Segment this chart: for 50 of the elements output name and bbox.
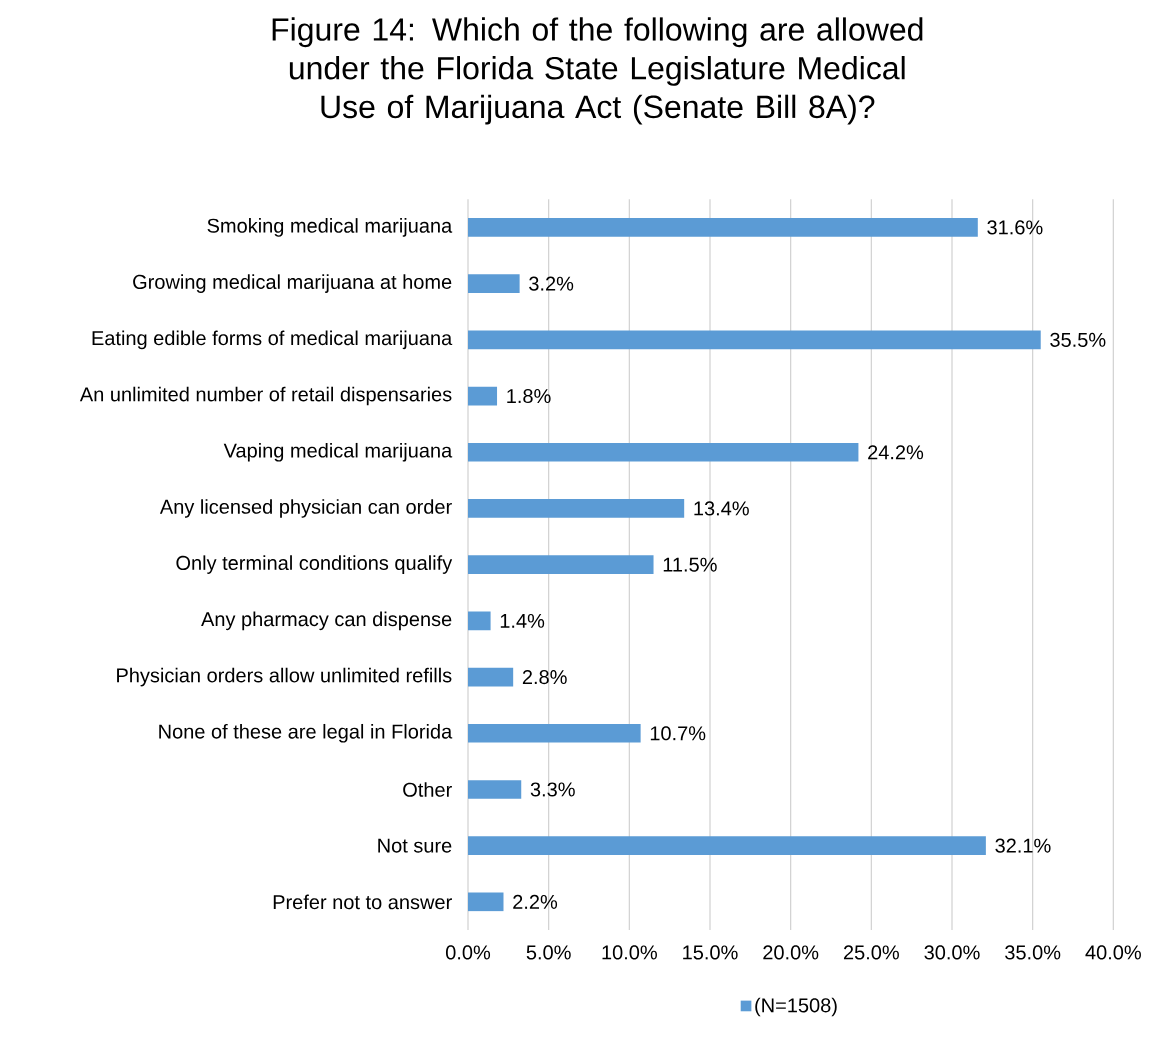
data-label: 2.8% [522,669,567,685]
data-label: 1.4% [500,613,545,628]
bar [468,892,504,912]
data-label: 11.5% [663,557,717,572]
x-tick-label: 0.0% [445,945,491,960]
data-label: 13.4% [694,501,749,516]
bar [468,611,491,631]
x-tick-label: 30.0% [924,945,980,960]
data-label: 35.5% [1050,332,1106,347]
bar [468,274,520,293]
y-tick-label: Vaping medical marijuana [223,442,453,462]
x-tick-label: 20.0% [763,945,819,960]
legend-label: (N=1508) [755,997,837,1017]
x-tick-label: 35.0% [1005,945,1061,960]
x-tick-label: 5.0% [526,945,571,960]
y-tick-label: Prefer not to answer [273,894,452,910]
y-tick-label: Any licensed physician can order [159,499,452,518]
bar [468,723,641,743]
x-tick-label: 25.0% [843,945,899,960]
y-tick-label: An unlimited number of retail dispensaries [79,386,452,406]
data-label: 10.7% [650,726,706,741]
data-label: 1.8% [507,388,551,404]
data-label: 24.2% [868,445,924,460]
data-label: 3.3% [530,782,575,797]
bar [468,836,986,856]
bar [468,667,514,687]
bar [468,555,654,574]
y-tick-label: Smoking medical marijuana [207,218,453,237]
y-tick-label: Any pharmacy can dispense [201,611,452,631]
y-tick-label: Not sure [378,838,452,853]
data-label: 31.6% [987,220,1043,235]
bar [468,780,522,799]
bar [468,218,978,237]
x-tick-label: 15.0% [683,945,738,960]
bar [468,330,1041,350]
data-label: 32.1% [995,838,1051,853]
bar [468,386,498,406]
y-tick-label: Eating edible forms of medical marijuana [92,330,453,350]
y-tick-label: None of these are legal in Florida [159,723,453,743]
y-tick-label: Other [403,782,452,797]
y-tick-label: Physician orders allow unlimited refills [117,667,452,687]
bar [468,499,685,518]
y-tick-label: Growing medical marijuana at home [133,274,452,293]
data-label: 3.2% [529,276,574,291]
chart-title: Figure 14: Which of the following are allowed under the Florida State Legislature Medical Use of Marijuana Act (Senate Bill 8A)? [272,17,923,125]
x-tick-label: 40.0% [1085,945,1141,960]
x-tick-label: 10.0% [602,945,657,960]
bar [468,442,859,462]
data-label: 2.2% [513,894,558,909]
y-tick-label: Only terminal conditions qualify [176,555,453,574]
